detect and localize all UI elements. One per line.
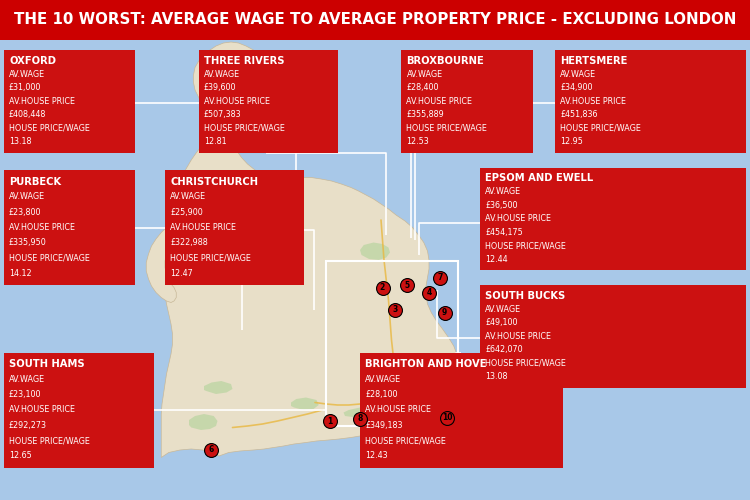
Text: £322,988: £322,988 <box>170 238 208 248</box>
Text: AV.HOUSE PRICE: AV.HOUSE PRICE <box>560 97 626 106</box>
Text: £49,100: £49,100 <box>485 318 518 327</box>
Text: 2: 2 <box>380 283 386 292</box>
Text: AV.HOUSE PRICE: AV.HOUSE PRICE <box>485 214 551 223</box>
Text: CHRISTCHURCH: CHRISTCHURCH <box>170 176 258 186</box>
Text: 14.12: 14.12 <box>9 269 32 278</box>
Polygon shape <box>360 242 390 260</box>
FancyBboxPatch shape <box>4 50 135 152</box>
Text: THREE RIVERS: THREE RIVERS <box>204 56 284 66</box>
Text: AV.HOUSE PRICE: AV.HOUSE PRICE <box>485 332 551 341</box>
Text: AV.WAGE: AV.WAGE <box>365 375 401 384</box>
Text: £408,448: £408,448 <box>9 110 46 119</box>
Text: 13.08: 13.08 <box>485 372 508 381</box>
FancyBboxPatch shape <box>4 170 135 285</box>
Text: AV.WAGE: AV.WAGE <box>485 304 521 314</box>
Text: SOUTH HAMS: SOUTH HAMS <box>9 359 85 369</box>
Text: 1: 1 <box>327 416 333 426</box>
Text: HOUSE PRICE/WAGE: HOUSE PRICE/WAGE <box>170 254 251 262</box>
Text: HOUSE PRICE/WAGE: HOUSE PRICE/WAGE <box>365 436 446 445</box>
Text: 9: 9 <box>442 308 447 317</box>
Text: £28,100: £28,100 <box>365 390 398 399</box>
Text: 12.43: 12.43 <box>365 452 388 460</box>
Text: £642,070: £642,070 <box>485 345 523 354</box>
Text: £36,500: £36,500 <box>485 200 518 210</box>
Text: £39,600: £39,600 <box>204 84 236 92</box>
Text: AV.HOUSE PRICE: AV.HOUSE PRICE <box>170 223 236 232</box>
FancyBboxPatch shape <box>401 50 532 152</box>
Polygon shape <box>291 398 319 410</box>
Text: £335,950: £335,950 <box>9 238 46 248</box>
FancyBboxPatch shape <box>555 50 746 152</box>
Text: £23,800: £23,800 <box>9 208 41 216</box>
FancyBboxPatch shape <box>165 170 304 285</box>
Text: £507,383: £507,383 <box>204 110 242 119</box>
Text: AV.WAGE: AV.WAGE <box>170 192 206 202</box>
Polygon shape <box>204 381 232 394</box>
Text: £28,400: £28,400 <box>406 84 439 92</box>
Text: 12.53: 12.53 <box>406 138 429 146</box>
Text: 12.47: 12.47 <box>170 269 193 278</box>
Text: BRIGHTON AND HOVE: BRIGHTON AND HOVE <box>365 359 487 369</box>
Polygon shape <box>344 406 401 419</box>
Text: £292,273: £292,273 <box>9 421 47 430</box>
Polygon shape <box>146 224 176 302</box>
Text: 3: 3 <box>393 306 398 314</box>
Polygon shape <box>189 414 217 430</box>
FancyBboxPatch shape <box>480 285 746 388</box>
Text: OXFORD: OXFORD <box>9 56 56 66</box>
Text: AV.WAGE: AV.WAGE <box>204 70 240 79</box>
Text: £349,183: £349,183 <box>365 421 403 430</box>
Text: £454,175: £454,175 <box>485 228 523 236</box>
Text: HOUSE PRICE/WAGE: HOUSE PRICE/WAGE <box>485 359 566 368</box>
FancyBboxPatch shape <box>199 50 338 152</box>
Polygon shape <box>161 42 459 458</box>
Text: 13.18: 13.18 <box>9 138 32 146</box>
Text: 7: 7 <box>437 273 443 282</box>
Text: THE 10 WORST: AVERAGE WAGE TO AVERAGE PROPERTY PRICE - EXCLUDING LONDON: THE 10 WORST: AVERAGE WAGE TO AVERAGE PR… <box>13 12 736 28</box>
Text: HOUSE PRICE/WAGE: HOUSE PRICE/WAGE <box>204 124 285 133</box>
Text: HERTSMERE: HERTSMERE <box>560 56 628 66</box>
Text: AV.HOUSE PRICE: AV.HOUSE PRICE <box>9 406 75 414</box>
Text: 10: 10 <box>442 413 452 422</box>
Text: AV.WAGE: AV.WAGE <box>9 70 45 79</box>
Text: AV.WAGE: AV.WAGE <box>485 187 521 196</box>
Text: 8: 8 <box>357 414 363 423</box>
Text: HOUSE PRICE/WAGE: HOUSE PRICE/WAGE <box>9 124 90 133</box>
Text: AV.HOUSE PRICE: AV.HOUSE PRICE <box>406 97 472 106</box>
FancyBboxPatch shape <box>0 0 750 40</box>
Text: AV.HOUSE PRICE: AV.HOUSE PRICE <box>9 97 75 106</box>
Text: 12.65: 12.65 <box>9 452 32 460</box>
Text: 12.44: 12.44 <box>485 254 508 264</box>
Text: BROXBOURNE: BROXBOURNE <box>406 56 484 66</box>
Text: PURBECK: PURBECK <box>9 176 62 186</box>
Text: HOUSE PRICE/WAGE: HOUSE PRICE/WAGE <box>9 254 90 262</box>
FancyBboxPatch shape <box>360 352 562 468</box>
Text: EPSOM AND EWELL: EPSOM AND EWELL <box>485 173 593 183</box>
Text: AV.WAGE: AV.WAGE <box>9 192 45 202</box>
Text: SOUTH BUCKS: SOUTH BUCKS <box>485 291 566 300</box>
Text: 12.81: 12.81 <box>204 138 226 146</box>
Text: £355,889: £355,889 <box>406 110 444 119</box>
Text: 5: 5 <box>405 280 410 289</box>
Text: £451,836: £451,836 <box>560 110 598 119</box>
Text: AV.HOUSE PRICE: AV.HOUSE PRICE <box>365 406 431 414</box>
Text: 12.95: 12.95 <box>560 138 584 146</box>
Text: 4: 4 <box>426 288 431 297</box>
FancyBboxPatch shape <box>4 352 154 468</box>
Text: £25,900: £25,900 <box>170 208 203 216</box>
Text: £31,000: £31,000 <box>9 84 41 92</box>
Text: £23,100: £23,100 <box>9 390 41 399</box>
Text: AV.WAGE: AV.WAGE <box>560 70 596 79</box>
Text: AV.HOUSE PRICE: AV.HOUSE PRICE <box>9 223 75 232</box>
Text: AV.HOUSE PRICE: AV.HOUSE PRICE <box>204 97 270 106</box>
Text: HOUSE PRICE/WAGE: HOUSE PRICE/WAGE <box>406 124 488 133</box>
Text: AV.WAGE: AV.WAGE <box>406 70 442 79</box>
Text: AV.WAGE: AV.WAGE <box>9 375 45 384</box>
Text: HOUSE PRICE/WAGE: HOUSE PRICE/WAGE <box>485 242 566 250</box>
Text: HOUSE PRICE/WAGE: HOUSE PRICE/WAGE <box>9 436 90 445</box>
Text: HOUSE PRICE/WAGE: HOUSE PRICE/WAGE <box>560 124 641 133</box>
Text: £34,900: £34,900 <box>560 84 592 92</box>
FancyBboxPatch shape <box>480 168 746 270</box>
Text: 6: 6 <box>209 446 214 454</box>
